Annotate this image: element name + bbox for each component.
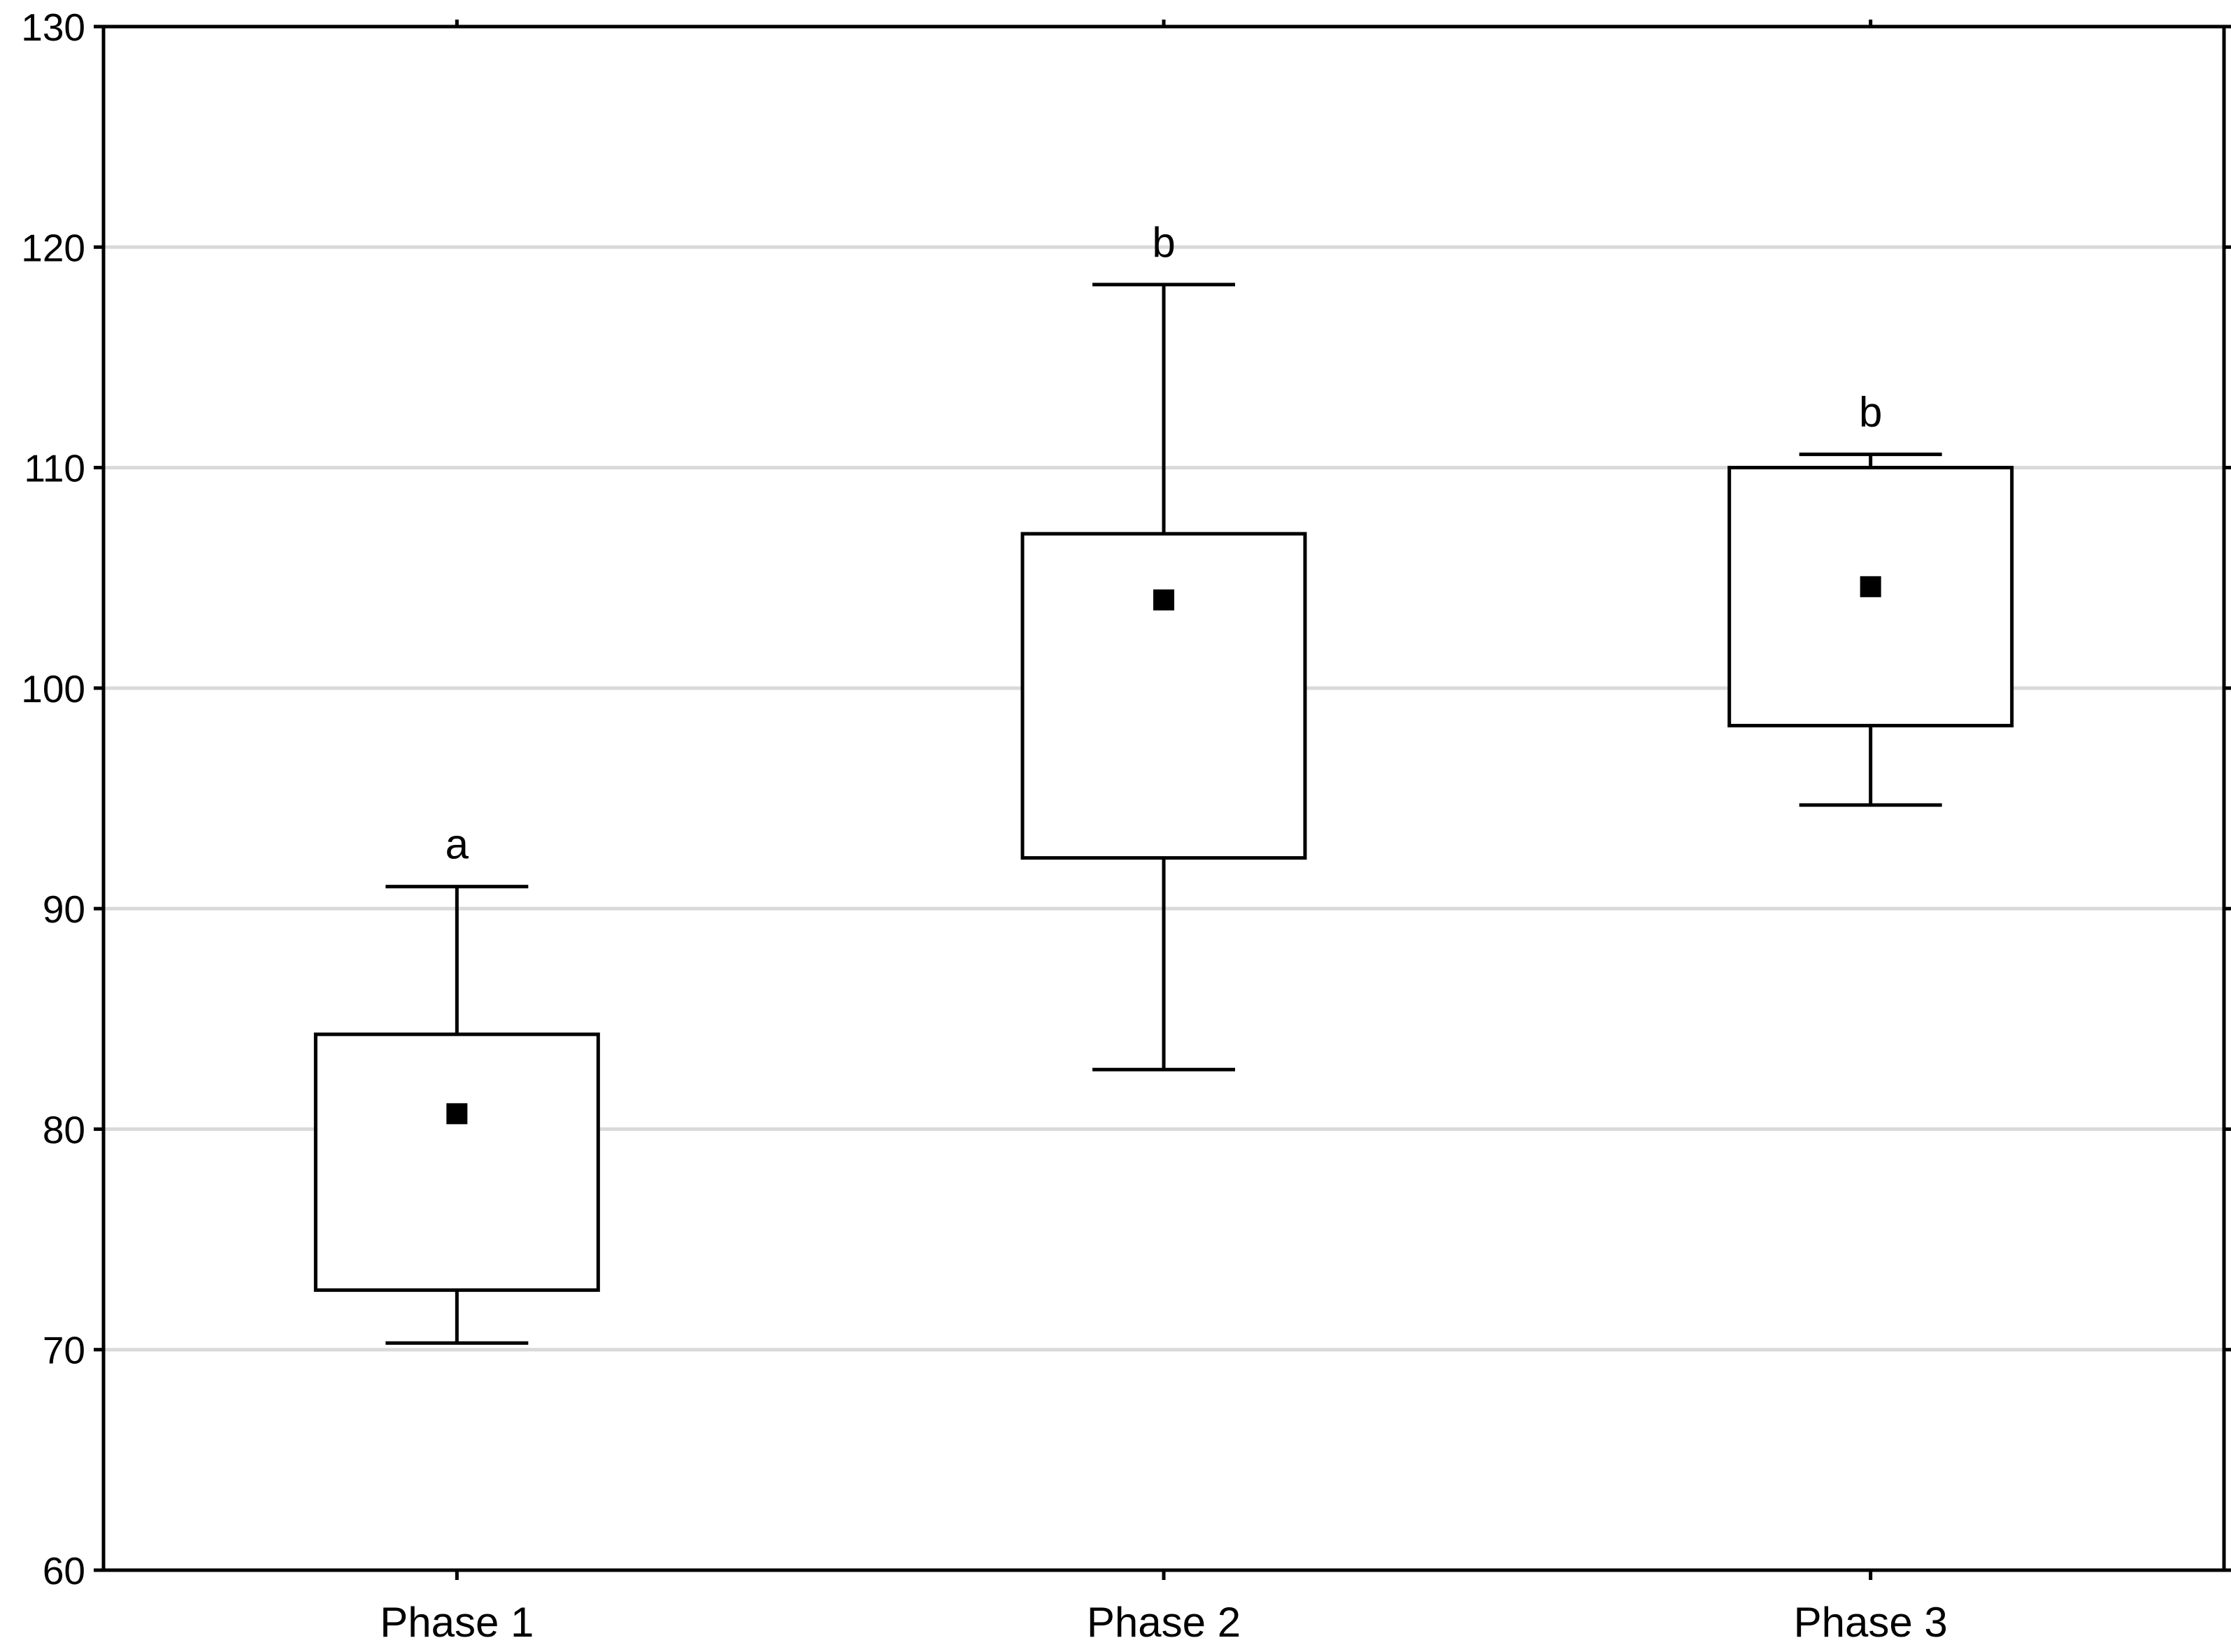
- y-axis: 60 70 80 90 100 110 120 130: [21, 6, 2231, 1593]
- significance-letter: b: [1859, 389, 1882, 436]
- y-tick-label: 100: [21, 667, 85, 711]
- mean-marker: [446, 1103, 468, 1125]
- mean-marker: [1153, 589, 1174, 611]
- box: [1020, 532, 1307, 860]
- box: [313, 1032, 600, 1293]
- boxes-layer: a b b: [313, 219, 2014, 1345]
- x-tick-label: Phase 3: [1794, 1599, 1948, 1646]
- plot-area-frame: [101, 24, 2226, 1572]
- significance-letter: a: [446, 821, 469, 868]
- box-group: b: [1020, 219, 1307, 1071]
- mean-marker: [1860, 576, 1881, 597]
- significance-letter: b: [1152, 219, 1175, 266]
- box-group: b: [1727, 389, 2014, 807]
- x-tick-label: Phase 1: [380, 1599, 534, 1646]
- x-tick-label: Phase 2: [1087, 1599, 1241, 1646]
- y-tick-label: 130: [21, 6, 85, 49]
- box-group: a: [313, 821, 600, 1345]
- y-tick-label: 80: [43, 1108, 85, 1151]
- y-tick-label: 70: [43, 1329, 85, 1372]
- y-tick-label: 90: [43, 888, 85, 931]
- x-axis: Phase 1 Phase 2 Phase 3: [380, 20, 1948, 1646]
- y-tick-label: 60: [43, 1549, 85, 1593]
- y-tick-label: 110: [24, 447, 85, 490]
- y-tick-label: 120: [21, 226, 85, 269]
